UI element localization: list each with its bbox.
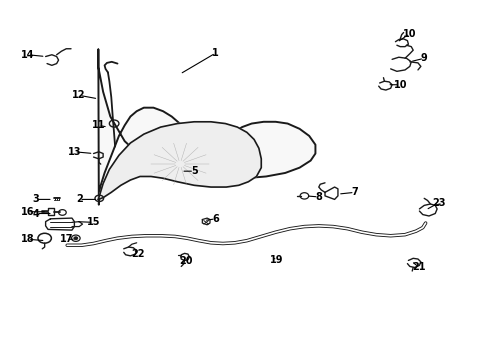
- Text: 5: 5: [190, 166, 197, 176]
- Text: 6: 6: [212, 214, 219, 224]
- Text: 15: 15: [86, 217, 100, 227]
- Text: 10: 10: [393, 80, 406, 90]
- Text: 20: 20: [179, 256, 192, 266]
- Polygon shape: [98, 49, 315, 205]
- Text: 2: 2: [76, 194, 82, 204]
- Text: 3: 3: [33, 194, 40, 204]
- Text: 10: 10: [402, 28, 416, 39]
- Text: 9: 9: [420, 53, 427, 63]
- Text: 19: 19: [270, 256, 283, 265]
- Text: 14: 14: [21, 50, 35, 60]
- Text: 1: 1: [212, 48, 219, 58]
- Text: 12: 12: [72, 90, 86, 100]
- Text: 13: 13: [67, 147, 81, 157]
- Text: 23: 23: [431, 198, 445, 208]
- Text: 22: 22: [131, 249, 144, 259]
- Text: 16: 16: [21, 207, 35, 217]
- Text: 8: 8: [315, 192, 322, 202]
- Polygon shape: [98, 122, 261, 199]
- Text: 4: 4: [33, 208, 40, 219]
- Text: 7: 7: [350, 187, 357, 197]
- Text: 17: 17: [60, 234, 73, 244]
- Circle shape: [74, 237, 78, 240]
- Text: 18: 18: [21, 234, 35, 244]
- Text: 11: 11: [91, 120, 105, 130]
- Text: 21: 21: [412, 262, 426, 273]
